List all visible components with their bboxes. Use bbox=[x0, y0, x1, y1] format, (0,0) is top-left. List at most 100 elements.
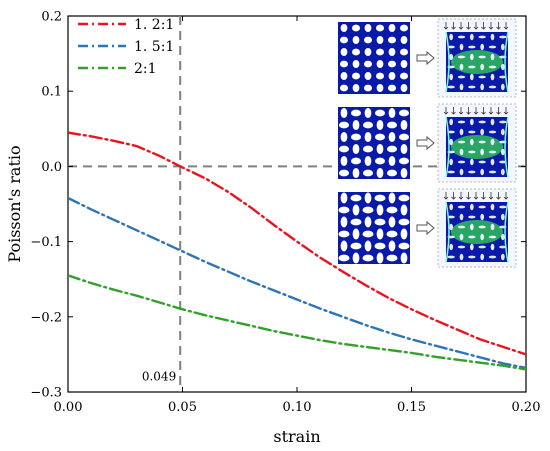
inset-pore bbox=[478, 225, 486, 229]
inset-wall-left bbox=[445, 31, 450, 93]
inset-pore bbox=[339, 36, 349, 44]
inset-pore bbox=[388, 71, 396, 81]
inset-pore bbox=[457, 75, 466, 79]
inset-pore bbox=[352, 143, 360, 155]
inset-pore bbox=[480, 43, 485, 51]
load-arrow-icon bbox=[481, 192, 486, 200]
inset-pore bbox=[338, 254, 350, 262]
inset-pore bbox=[469, 203, 474, 211]
inset-pore bbox=[457, 140, 466, 144]
inset-pore bbox=[457, 160, 466, 164]
inset-pore bbox=[376, 35, 384, 45]
inset-pore bbox=[376, 119, 384, 131]
inset-pore bbox=[364, 71, 372, 81]
inset-arrow-icon bbox=[416, 50, 435, 66]
inset-pore bbox=[457, 35, 466, 39]
load-arrow-icon bbox=[488, 192, 494, 200]
inset-panel-bg bbox=[338, 107, 410, 179]
inset-pore bbox=[364, 107, 372, 119]
inset-pore bbox=[386, 145, 398, 153]
inset-pore bbox=[388, 131, 396, 143]
inset-pore bbox=[376, 252, 384, 264]
inset-pore bbox=[457, 55, 466, 59]
y-tick-label: 0.0 bbox=[41, 160, 62, 175]
inset-pore bbox=[340, 71, 348, 81]
load-arrow-icon bbox=[443, 22, 449, 30]
inset-pore bbox=[399, 48, 409, 56]
load-arrow-icon bbox=[488, 107, 494, 115]
inset-pore bbox=[340, 131, 348, 143]
series-line-1-2-1 bbox=[68, 131, 526, 356]
inset-pore bbox=[386, 206, 398, 214]
inset-pore bbox=[340, 240, 348, 252]
inset-pore bbox=[374, 242, 386, 250]
inset-pore bbox=[449, 73, 454, 81]
inset-pore bbox=[447, 215, 455, 219]
inset-pore bbox=[363, 84, 373, 92]
inset-pore bbox=[459, 148, 464, 156]
inset-pore bbox=[468, 255, 476, 259]
axis-tick-labels: 0.00 0.05 0.10 0.15 0.20 0.2 0.1 0.0 −0.1 −0.2 −0.… bbox=[30, 10, 540, 416]
inset-pore bbox=[499, 160, 507, 164]
inset-pore bbox=[488, 45, 497, 49]
inset-pore bbox=[468, 85, 476, 89]
inset-pore bbox=[364, 240, 372, 252]
x-tick-label: 0.05 bbox=[168, 400, 197, 415]
inset-deformed-1-2 bbox=[437, 18, 517, 98]
inset-pore bbox=[352, 35, 360, 45]
inset-pore bbox=[362, 121, 374, 129]
inset-pore bbox=[374, 194, 386, 202]
inset-pore bbox=[375, 48, 385, 56]
inset-pore bbox=[388, 47, 396, 57]
inset-pore bbox=[480, 63, 485, 71]
inset-pore bbox=[387, 84, 397, 92]
inset-pore bbox=[447, 255, 455, 259]
inset-pore bbox=[351, 72, 361, 80]
inset-images bbox=[338, 18, 517, 268]
inset-pore bbox=[352, 83, 360, 93]
inset-pore bbox=[449, 53, 454, 61]
load-arrow-icon bbox=[496, 192, 501, 200]
inset-pore bbox=[478, 245, 486, 249]
strain-annotation: 0.049 bbox=[142, 370, 176, 384]
series-line-2-1 bbox=[68, 274, 526, 371]
inset-pore bbox=[480, 83, 485, 91]
inset-pore bbox=[374, 157, 386, 165]
inset-strain-band bbox=[450, 135, 504, 159]
inset-pore bbox=[478, 75, 486, 79]
inset-pore bbox=[362, 145, 374, 153]
load-arrow-icon bbox=[443, 107, 449, 115]
inset-pore bbox=[398, 133, 410, 141]
inset-wall-left bbox=[445, 201, 450, 263]
inset-pore bbox=[480, 213, 485, 221]
inset-pore bbox=[478, 205, 486, 209]
inset-pore bbox=[478, 140, 486, 144]
inset-pore bbox=[400, 252, 408, 264]
load-arrow-icon bbox=[496, 22, 501, 30]
load-arrow-icon bbox=[458, 107, 464, 115]
y-tick-label: −0.1 bbox=[30, 235, 62, 250]
inset-pore bbox=[500, 83, 505, 91]
inset-arrow-icon bbox=[416, 220, 435, 236]
inset-pore bbox=[364, 192, 372, 204]
inset-pore bbox=[499, 120, 507, 124]
load-arrow-icon bbox=[496, 107, 501, 115]
inset-pore bbox=[352, 167, 360, 179]
load-arrow-icon bbox=[473, 192, 479, 200]
inset-pore bbox=[488, 170, 497, 174]
inset-pore bbox=[338, 145, 350, 153]
inset-pore bbox=[338, 230, 350, 238]
inset-pore bbox=[468, 235, 476, 239]
inset-pore bbox=[375, 72, 385, 80]
inset-wall-left bbox=[445, 116, 450, 178]
inset-pore bbox=[469, 223, 474, 231]
inset-pore bbox=[459, 63, 464, 71]
y-tick-label: 0.1 bbox=[41, 85, 62, 100]
inset-pore bbox=[488, 65, 497, 69]
inset-pore bbox=[469, 243, 474, 251]
inset-pore bbox=[500, 63, 505, 71]
inset-pore bbox=[351, 24, 361, 32]
inset-pore bbox=[400, 167, 408, 179]
inset-pore bbox=[468, 215, 476, 219]
inset-pore bbox=[469, 73, 474, 81]
